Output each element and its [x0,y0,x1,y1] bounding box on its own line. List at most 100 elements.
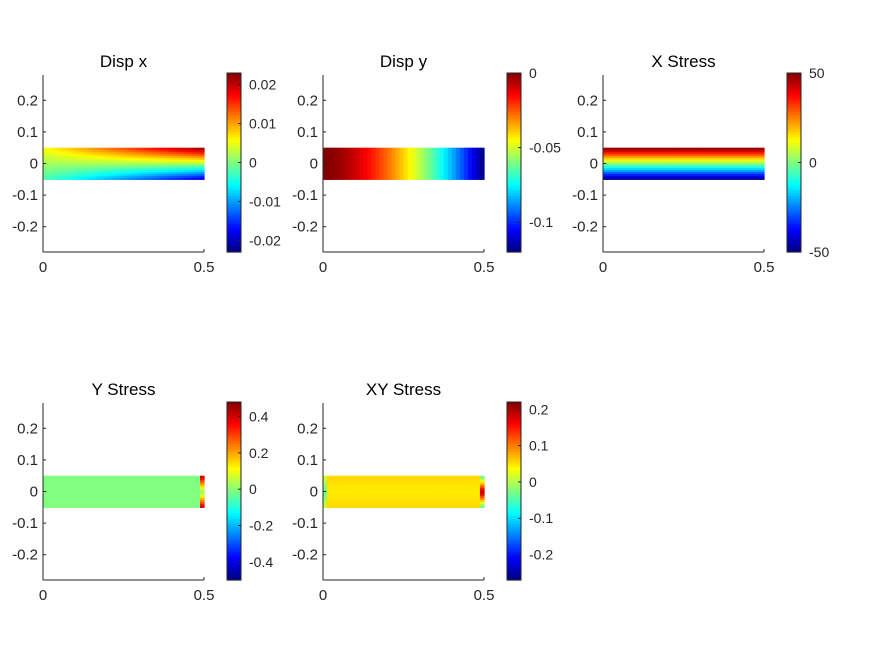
heatmap-cell [471,483,477,487]
colorbar-segment [787,232,801,236]
colorbar-segment [507,574,521,578]
heatmap-cell [687,173,693,176]
heatmap-cell [67,483,72,487]
heatmap-cell [143,491,149,495]
heatmap-cell [323,149,328,153]
heatmap-cell [663,147,668,151]
heatmap-cell [95,159,100,163]
colorbar-segment [507,235,521,239]
heatmap-cell [91,477,96,481]
heatmap-cell [735,161,741,165]
heatmap-cell [175,489,181,493]
heatmap-cell [467,499,473,502]
heatmap-cell [43,161,48,165]
heatmap-cell [119,487,125,491]
colorbar-segment [227,479,241,484]
heatmap-cell [59,175,64,178]
heatmap-cell [135,163,141,167]
heatmap-cell [331,157,336,161]
heatmap-cell [407,151,413,155]
heatmap-cell [351,489,356,493]
heatmap-cell [83,477,88,481]
heatmap-cell [663,169,668,173]
heatmap-cell [51,169,56,173]
heatmap-cell [183,479,189,483]
colorbar-segment [507,246,521,250]
heatmap-cell [323,501,328,504]
heatmap-cell [435,475,441,479]
heatmap-cell [99,479,104,483]
heatmap-cell [175,481,181,485]
heatmap-cell [687,155,693,159]
heatmap-cell [355,171,360,174]
colorbar-tick-label: -0.2 [529,547,553,563]
colorbar-segment [507,173,521,178]
heatmap-cell [139,147,145,151]
heatmap-cell [471,503,477,506]
heatmap-cell [195,487,201,491]
heatmap-cell [191,479,197,483]
heatmap-cell [103,479,109,483]
heatmap-cell [655,167,660,171]
heatmap-cell [619,169,624,173]
heatmap-cell [155,165,161,169]
heatmap-cell [383,485,388,489]
heatmap-cell [179,159,185,163]
heatmap-cell [347,157,352,161]
heatmap-cell [683,169,689,173]
heatmap-cell [127,481,133,485]
heatmap-cell [83,175,88,178]
heatmap-cell [459,503,465,506]
heatmap-cell [631,169,636,173]
heatmap-cell [171,505,177,508]
colorbar-segment [227,507,241,512]
heatmap-cell [75,171,80,174]
heatmap-cell [471,489,477,493]
heatmap-cell [91,499,96,502]
heatmap-cell [175,163,181,167]
colorbar-segment [507,463,521,467]
heatmap-cell [663,173,668,176]
heatmap-cell [123,177,129,180]
heatmap-cell [755,153,761,157]
heatmap-cell [703,147,709,151]
heatmap-cell [355,155,360,159]
heatmap-cell [395,485,401,489]
heatmap-cell [675,161,681,165]
heatmap-cell [143,175,149,178]
heatmap-cell [427,483,433,487]
heatmap-cell [55,505,60,508]
heatmap-cell [619,157,624,161]
heatmap-cell [367,501,372,504]
heatmap-cell [191,483,197,487]
y-tick-label: 0.1 [577,124,598,141]
heatmap-cell [435,163,441,167]
heatmap-cell [67,491,72,495]
heatmap-cell [187,147,193,151]
heatmap-cell [91,169,96,173]
heatmap-cell [739,171,745,174]
heatmap-cell [435,157,441,161]
heatmap-cell [175,175,181,178]
heatmap-cell [347,499,352,502]
heatmap-cell [147,177,153,180]
heatmap-cell [399,175,405,178]
heatmap-cell [455,167,461,171]
heatmap-cell [131,477,137,481]
heatmap-cell [343,483,348,487]
heatmap-cell [143,489,149,493]
heatmap-cell [427,161,433,165]
heatmap-cell [79,485,84,489]
heatmap-cell [87,151,92,155]
heatmap-cell [331,163,336,167]
heatmap-cell [67,173,72,176]
heatmap-cell [467,163,473,167]
heatmap-cell [59,173,64,176]
heatmap-cell [435,481,441,485]
heatmap-cell [403,155,409,159]
heatmap-cell [163,493,169,497]
heatmap-cell [751,165,757,169]
heatmap-cell [59,499,64,502]
heatmap-cell [343,493,348,497]
heatmap-cell [683,155,689,159]
